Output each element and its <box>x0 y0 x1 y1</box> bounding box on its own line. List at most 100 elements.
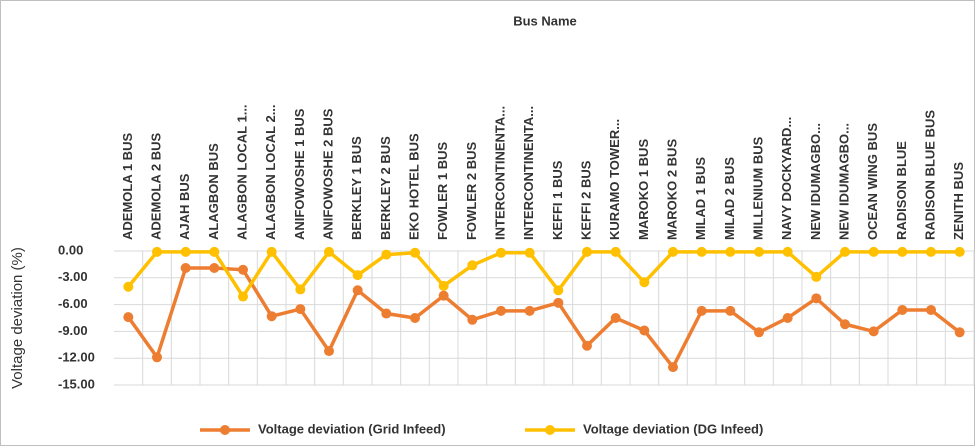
data-point <box>553 285 564 296</box>
data-point <box>782 313 793 323</box>
data-point <box>123 281 134 292</box>
legend-marker <box>220 425 230 435</box>
data-point <box>954 246 965 257</box>
data-point <box>782 246 793 257</box>
data-point <box>467 260 478 271</box>
x-tick-label: KURAMO TOWER... <box>607 119 622 240</box>
data-point <box>926 304 936 315</box>
chart-title: Bus Name <box>513 13 577 28</box>
data-point <box>639 277 650 288</box>
y-tick-label: -3.00 <box>58 269 88 284</box>
data-point <box>553 297 564 308</box>
data-point <box>352 285 363 296</box>
data-point <box>438 280 449 291</box>
data-point <box>668 362 678 373</box>
x-tick-label: KEFFI 1 BUS <box>550 160 565 240</box>
x-tick-label: INTERCONTINENTA... <box>492 106 507 240</box>
y-tick-label: -15.00 <box>58 376 95 391</box>
data-point <box>897 246 908 257</box>
x-tick-label: EKO HOTEL BUS <box>406 133 421 240</box>
data-point <box>352 270 363 281</box>
x-tick-label: RADISON BLUE BUS <box>922 110 937 240</box>
data-point <box>381 249 392 260</box>
series-line <box>126 248 960 300</box>
data-point <box>381 308 392 319</box>
data-point <box>668 246 678 257</box>
data-point <box>123 312 134 323</box>
data-point <box>324 346 334 357</box>
data-point <box>524 305 535 316</box>
data-point <box>696 305 707 316</box>
data-point <box>725 246 736 257</box>
x-tick-label: MAROKO 2 BUS <box>664 139 679 240</box>
x-tick-label: NEW IDUMAGBO... <box>808 123 823 240</box>
legend-label: Voltage deviation (Grid Infeed) <box>258 421 446 436</box>
data-point <box>754 327 764 338</box>
data-point <box>582 340 592 351</box>
series-line <box>126 266 961 371</box>
legend-label: Voltage deviation (DG Infeed) <box>583 421 763 436</box>
data-point <box>811 293 822 304</box>
x-tick-label: ADEMOLA 1 BUS <box>120 133 135 240</box>
x-tick-label: RADISON BLUE <box>894 141 909 240</box>
data-point <box>152 352 162 363</box>
data-point <box>754 246 764 257</box>
x-tick-label: KEFFI 2 BUS <box>578 160 593 240</box>
x-tick-label: FOWLER 1 BUS <box>435 141 450 240</box>
data-point <box>868 326 879 337</box>
x-tick-label: NAVY DOCKYARD... <box>779 117 794 240</box>
data-point <box>610 313 621 323</box>
data-point <box>954 327 965 338</box>
data-point <box>897 304 908 315</box>
data-point <box>180 262 191 273</box>
data-point <box>582 246 592 257</box>
data-point <box>496 247 506 258</box>
data-point <box>410 247 420 258</box>
x-tick-label: ADEMOLA 2 BUS <box>148 133 163 240</box>
data-point <box>438 290 449 301</box>
data-point <box>152 246 162 257</box>
x-tick-label: ALAGBON LOCAL 1... <box>234 104 249 240</box>
x-tick-label: ANIFOWOSHE 1 BUS <box>292 108 307 240</box>
y-axis-label: Voltage deviation (%) <box>9 247 26 389</box>
x-tick-label: MAROKO 1 BUS <box>636 139 651 240</box>
x-tick-label: FOWLER 2 BUS <box>464 141 479 240</box>
x-tick-label: OCEAN WING BUS <box>865 123 880 240</box>
y-tick-label: -9.00 <box>58 323 88 338</box>
data-point <box>209 246 220 257</box>
data-point <box>696 246 707 257</box>
data-point <box>610 246 621 257</box>
data-point <box>725 305 736 316</box>
data-point <box>238 264 248 275</box>
data-point <box>266 246 277 257</box>
x-tick-label: MILAD 1 BUS <box>693 157 708 240</box>
data-point <box>295 304 306 315</box>
data-point <box>238 291 248 302</box>
x-tick-label: BERKLEY 1 BUS <box>349 136 364 240</box>
x-tick-label: ALAGBON LOCAL 2... <box>263 104 278 240</box>
x-tick-label: MILLENIUM BUS <box>750 136 765 240</box>
data-point <box>524 247 535 258</box>
data-point <box>209 262 220 273</box>
x-tick-label: INTERCONTINENTA... <box>521 106 536 240</box>
data-point <box>840 319 850 330</box>
y-tick-label: -6.00 <box>58 296 88 311</box>
data-point <box>266 311 277 322</box>
data-point <box>926 246 936 257</box>
data-point <box>467 314 478 325</box>
data-point <box>840 246 850 257</box>
legend-marker <box>545 425 555 435</box>
data-point <box>180 246 191 257</box>
x-tick-label: ALAGBON BUS <box>206 143 221 240</box>
data-point <box>295 284 306 295</box>
x-tick-label: BERKLEY 2 BUS <box>378 136 393 240</box>
x-tick-label: AJAH BUS <box>177 173 192 240</box>
data-point <box>496 305 506 316</box>
data-point <box>639 325 650 336</box>
y-tick-label: 0.00 <box>58 242 83 257</box>
x-tick-label: ANIFOWOSHE 2 BUS <box>320 108 335 240</box>
x-tick-label: NEW IDUMAGBO... <box>836 123 851 240</box>
data-point <box>868 246 879 257</box>
